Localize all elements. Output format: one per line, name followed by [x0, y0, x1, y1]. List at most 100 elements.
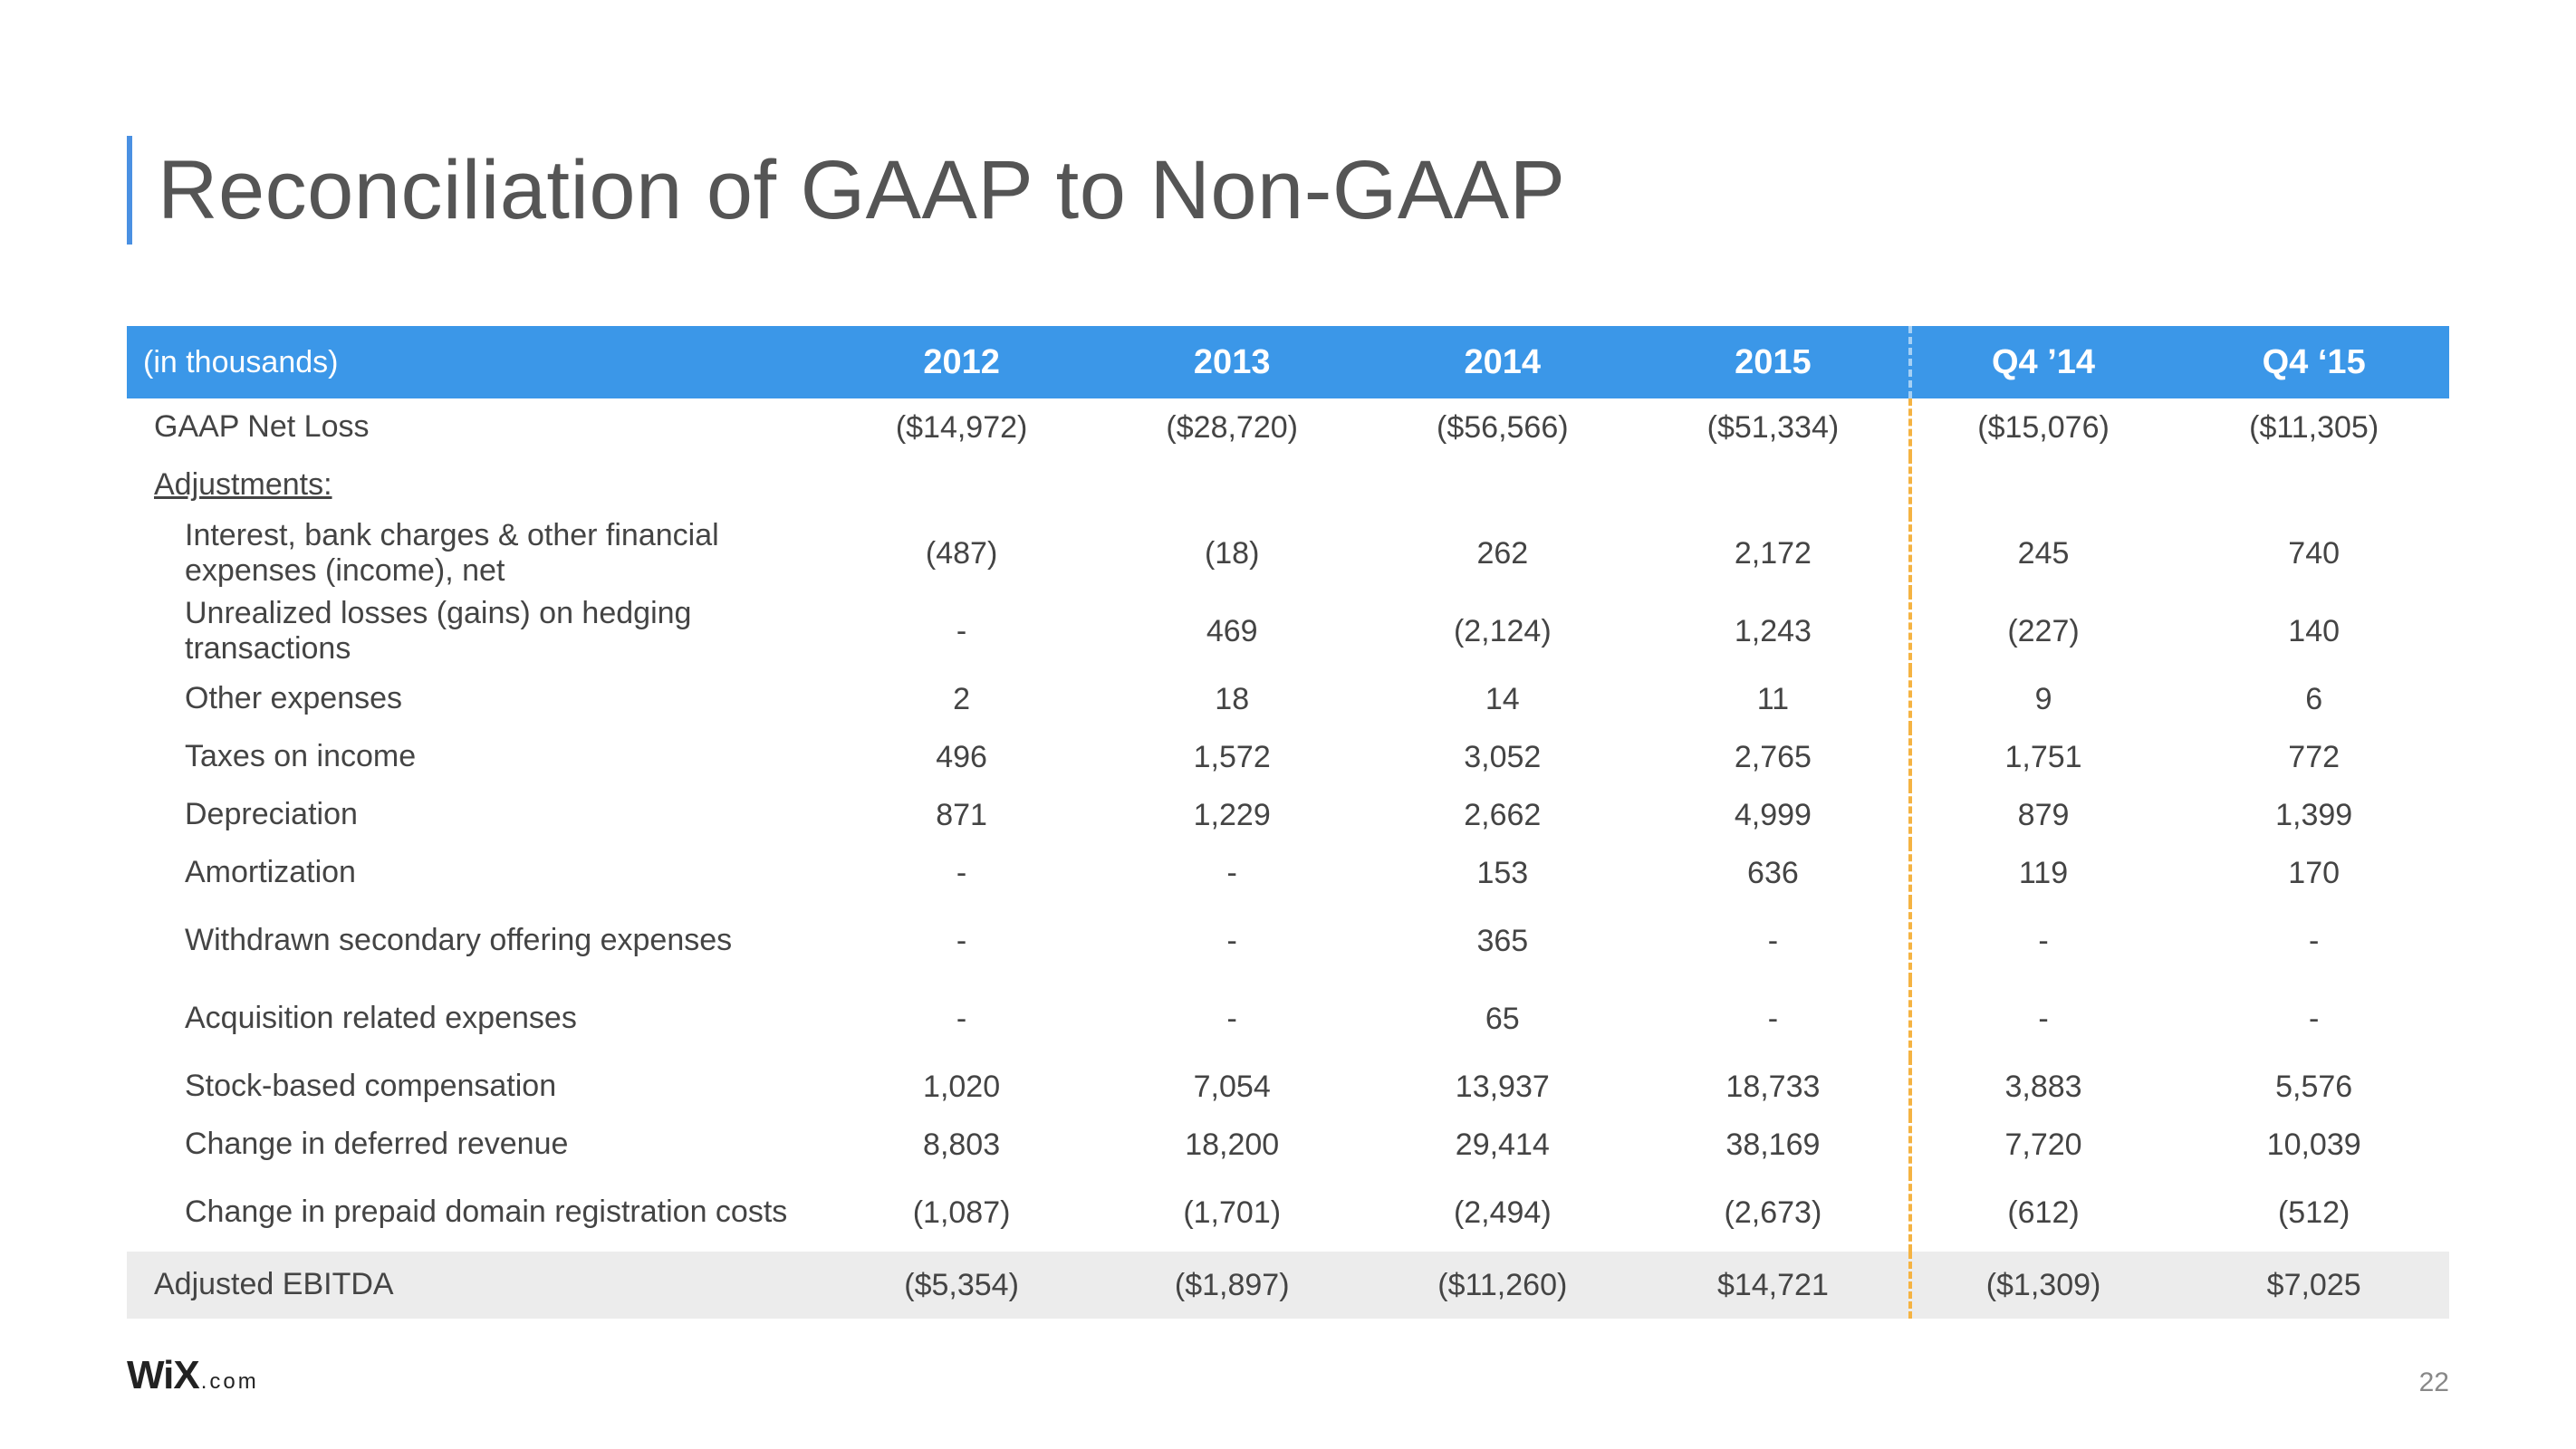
- cell: 1,229: [1097, 786, 1368, 844]
- cell: -: [1097, 902, 1368, 980]
- cell: $7,025: [2178, 1252, 2449, 1319]
- table-row: Change in deferred revenue8,80318,20029,…: [127, 1116, 2449, 1174]
- cell: -: [826, 980, 1097, 1058]
- cell: 4,999: [1638, 786, 1908, 844]
- cell: 29,414: [1368, 1116, 1639, 1174]
- cell: (227): [1908, 592, 2179, 670]
- cell: 18: [1097, 670, 1368, 728]
- title-block: Reconciliation of GAAP to Non-GAAP: [127, 136, 2449, 245]
- cell: 14: [1368, 670, 1639, 728]
- cell: ($51,334): [1638, 398, 1908, 456]
- row-label: Acquisition related expenses: [127, 980, 826, 1058]
- cell: (18): [1097, 514, 1368, 592]
- logo-suffix: .com: [201, 1369, 259, 1394]
- logo-main: WiX: [127, 1353, 199, 1397]
- col-header: Q4 ’­14: [1908, 326, 2179, 398]
- cell: [1097, 456, 1368, 514]
- slide: Reconciliation of GAAP to Non-GAAP (in t…: [0, 0, 2576, 1449]
- cell: -: [1908, 902, 2179, 980]
- col-header: 2012: [826, 326, 1097, 398]
- row-label: Adjusted EBITDA: [127, 1252, 826, 1319]
- cell: [1368, 456, 1639, 514]
- cell: 8,803: [826, 1116, 1097, 1174]
- cell: (1,087): [826, 1174, 1097, 1252]
- cell: (487): [826, 514, 1097, 592]
- table-header-row: (in thousands) 2012 2013 2014 2015 Q4 ’­…: [127, 326, 2449, 398]
- row-label: Stock-based compensation: [127, 1058, 826, 1116]
- row-label: Unrealized losses (gains) on hedging tra…: [127, 592, 826, 670]
- cell: 18,200: [1097, 1116, 1368, 1174]
- table-row: Other expenses218141196: [127, 670, 2449, 728]
- row-label: Amortization: [127, 844, 826, 902]
- cell: 38,169: [1638, 1116, 1908, 1174]
- cell: $14,721: [1638, 1252, 1908, 1319]
- cell: 9: [1908, 670, 2179, 728]
- cell: 119: [1908, 844, 2179, 902]
- cell: -: [1638, 980, 1908, 1058]
- table-row: Amortization--153636119170: [127, 844, 2449, 902]
- cell: 13,937: [1368, 1058, 1639, 1116]
- cell: 496: [826, 728, 1097, 786]
- cell: 2: [826, 670, 1097, 728]
- cell: [826, 456, 1097, 514]
- reconciliation-table: (in thousands) 2012 2013 2014 2015 Q4 ’­…: [127, 326, 2449, 1319]
- cell: 1,399: [2178, 786, 2449, 844]
- table-row: Adjusted EBITDA($5,354)($1,897)($11,260)…: [127, 1252, 2449, 1319]
- row-label: Adjustments:: [127, 456, 826, 514]
- cell: 65: [1368, 980, 1639, 1058]
- cell: (2,673): [1638, 1174, 1908, 1252]
- slide-footer: WiX.com 22: [127, 1353, 2449, 1398]
- cell: -: [1097, 980, 1368, 1058]
- table-row: Withdrawn secondary offering expenses--3…: [127, 902, 2449, 980]
- cell: ($5,354): [826, 1252, 1097, 1319]
- cell: 740: [2178, 514, 2449, 592]
- title-accent-bar: [127, 136, 132, 245]
- cell: -: [1638, 902, 1908, 980]
- row-label: Change in deferred revenue: [127, 1116, 826, 1174]
- cell: 10,039: [2178, 1116, 2449, 1174]
- cell: ($15,076): [1908, 398, 2179, 456]
- cell: ($1,897): [1097, 1252, 1368, 1319]
- cell: ($11,305): [2178, 398, 2449, 456]
- cell: -: [2178, 902, 2449, 980]
- table-row: Depreciation8711,2292,6624,9998791,399: [127, 786, 2449, 844]
- cell: ($14,972): [826, 398, 1097, 456]
- table-row: Taxes on income4961,5723,0522,7651,75177…: [127, 728, 2449, 786]
- row-label: Taxes on income: [127, 728, 826, 786]
- cell: 5,576: [2178, 1058, 2449, 1116]
- table-row: Acquisition related expenses--65---: [127, 980, 2449, 1058]
- cell: 772: [2178, 728, 2449, 786]
- cell: 1,020: [826, 1058, 1097, 1116]
- cell: [2178, 456, 2449, 514]
- table-row: Adjustments:: [127, 456, 2449, 514]
- row-label: Change in prepaid domain registration co…: [127, 1174, 826, 1252]
- cell: 3,883: [1908, 1058, 2179, 1116]
- table-body: GAAP Net Loss($14,972)($28,720)($56,566)…: [127, 398, 2449, 1319]
- cell: 18,733: [1638, 1058, 1908, 1116]
- cell: 636: [1638, 844, 1908, 902]
- row-label: Other expenses: [127, 670, 826, 728]
- cell: (2,494): [1368, 1174, 1639, 1252]
- cell: 2,765: [1638, 728, 1908, 786]
- table-row: Unrealized losses (gains) on hedging tra…: [127, 592, 2449, 670]
- cell: (2,124): [1368, 592, 1639, 670]
- cell: ($28,720): [1097, 398, 1368, 456]
- cell: 1,572: [1097, 728, 1368, 786]
- col-header: 2015: [1638, 326, 1908, 398]
- cell: 871: [826, 786, 1097, 844]
- cell: 365: [1368, 902, 1639, 980]
- cell: -: [1908, 980, 2179, 1058]
- cell: 11: [1638, 670, 1908, 728]
- cell: 2,662: [1368, 786, 1639, 844]
- row-label: Interest, bank charges & other financial…: [127, 514, 826, 592]
- table-row: GAAP Net Loss($14,972)($28,720)($56,566)…: [127, 398, 2449, 456]
- cell: 7,054: [1097, 1058, 1368, 1116]
- cell: -: [826, 592, 1097, 670]
- cell: 1,243: [1638, 592, 1908, 670]
- cell: 879: [1908, 786, 2179, 844]
- table-row: Interest, bank charges & other financial…: [127, 514, 2449, 592]
- cell: -: [826, 902, 1097, 980]
- cell: ($11,260): [1368, 1252, 1639, 1319]
- cell: 140: [2178, 592, 2449, 670]
- table-row: Change in prepaid domain registration co…: [127, 1174, 2449, 1252]
